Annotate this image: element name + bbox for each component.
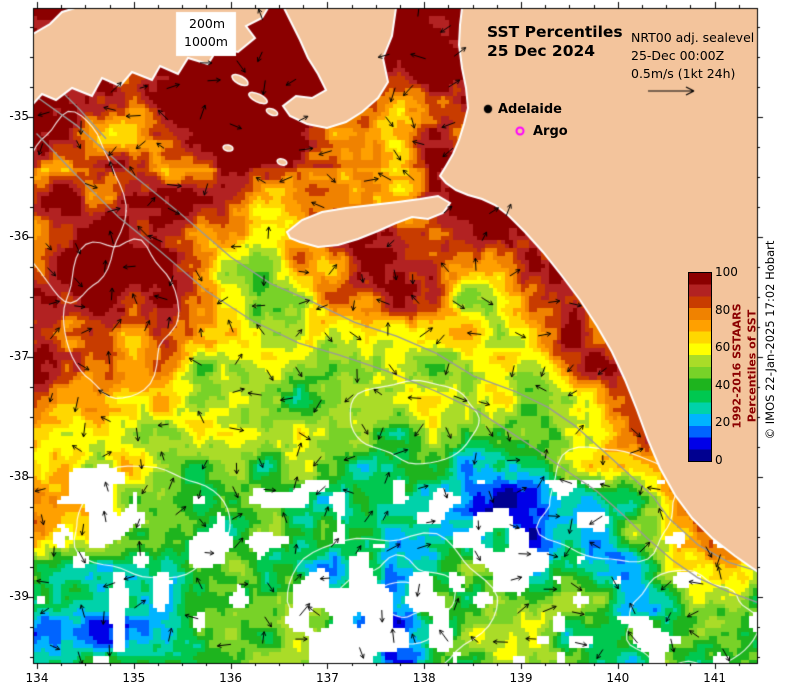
x-tick-label: 135 [122,671,146,685]
y-tick-label: -37 [9,349,29,363]
y-tick-label: -36 [9,229,29,243]
contour-label-1000m: 1000m [184,34,228,49]
contour-label-200m: 200m [189,16,226,31]
y-tick-label: -35 [9,109,29,123]
colorbar [688,272,712,462]
page-title: SST Percentiles [487,23,623,41]
colorbar-title-line1: 1992-2016 SSTAARS [730,303,744,429]
colorbar-title-line2: Percentiles of SST [745,309,759,423]
annotation-line2: 25-Dec 00:00Z [631,48,725,63]
y-tick-label: -38 [9,469,29,483]
y-tick-label: -39 [9,589,29,603]
colorbar-tick-label: 60 [715,340,731,355]
x-tick-label: 136 [219,671,243,685]
x-tick-label: 141 [703,671,727,685]
colorbar-tick-label: 40 [715,377,731,392]
colorbar-tick-label: 20 [715,415,731,430]
credit-text: © IMOS 22-Jan-2025 17:02 Hobart [763,240,777,440]
x-tick-label: 139 [509,671,533,685]
colorbar-tick-label: 80 [715,302,731,317]
adelaide-label: Adelaide [498,102,562,117]
colorbar-tick-label: 100 [715,265,738,279]
argo-label: Argo [533,124,568,139]
x-tick-label: 134 [25,671,49,685]
x-tick-label: 140 [606,671,630,685]
x-tick-label: 137 [315,671,339,685]
colorbar-tick-label: 0 [715,453,723,467]
map-date: 25 Dec 2024 [487,42,596,60]
annotation-line3: 0.5m/s (1kt 24h) [631,66,736,81]
annotation-line1: NRT00 adj. sealevel [631,30,755,45]
x-tick-label: 138 [412,671,436,685]
